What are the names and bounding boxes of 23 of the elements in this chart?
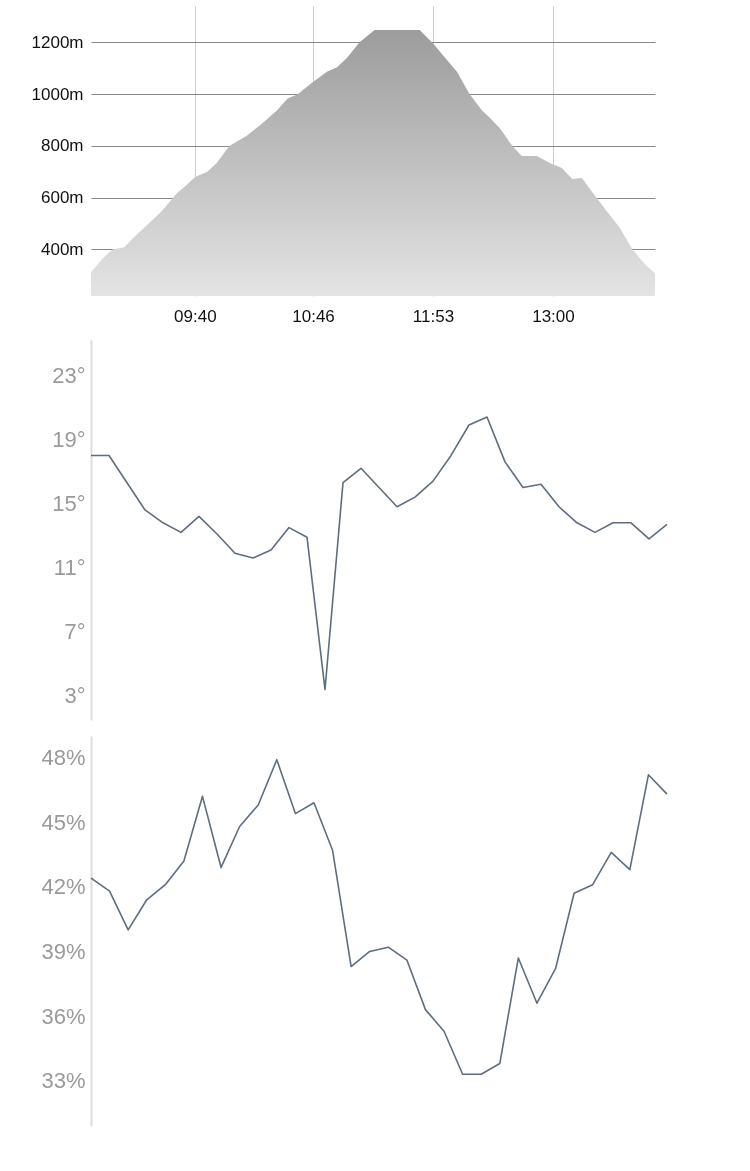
y-tick-label: 3° (64, 683, 86, 709)
y-tick-label: 1200m (31, 32, 84, 52)
y-tick-label: 36% (41, 1003, 86, 1029)
y-tick-label: 600m (40, 188, 84, 208)
y-tick-label: 45% (41, 809, 86, 835)
y-tick-label: 42% (41, 874, 86, 900)
y-tick-label: 33% (41, 1068, 86, 1094)
y-tick-label: 400m (40, 239, 84, 259)
y-tick-label: 7° (64, 619, 86, 645)
y-tick-label: 15° (52, 491, 86, 517)
x-tick-label: 13:00 (532, 306, 575, 326)
y-tick-label: 23° (52, 362, 86, 388)
y-tick-label: 19° (52, 426, 86, 452)
line-series (90, 758, 668, 1076)
y-tick-label: 800m (40, 136, 84, 156)
line-series (90, 416, 668, 691)
y-tick-label: 1000m (31, 84, 84, 104)
y-tick-label: 39% (41, 938, 86, 964)
x-tick-label: 11:53 (412, 306, 455, 326)
y-tick-label: 48% (41, 745, 86, 771)
x-tick-label: 09:40 (174, 306, 217, 326)
y-tick-label: 11° (53, 555, 86, 581)
x-tick-label: 10:46 (292, 306, 335, 326)
